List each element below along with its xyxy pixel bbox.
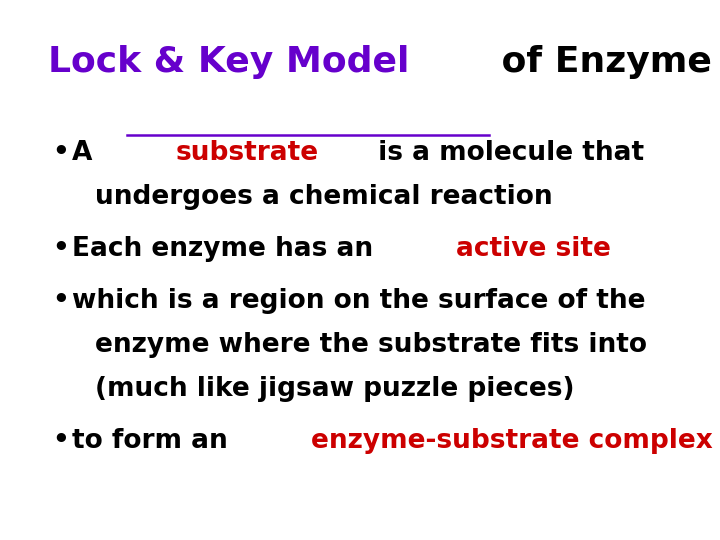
Text: enzyme-substrate complex: enzyme-substrate complex <box>310 428 712 454</box>
Text: •: • <box>52 288 68 314</box>
Text: active site: active site <box>456 236 611 262</box>
Text: substrate: substrate <box>175 140 318 166</box>
Text: undergoes a chemical reaction: undergoes a chemical reaction <box>95 184 553 210</box>
Text: of Enzyme Activity:: of Enzyme Activity: <box>489 45 720 79</box>
Text: Lock & Key Model: Lock & Key Model <box>48 45 410 79</box>
Text: •: • <box>52 428 68 454</box>
Text: •: • <box>52 140 68 166</box>
Text: A: A <box>72 140 102 166</box>
Text: enzyme where the substrate fits into: enzyme where the substrate fits into <box>95 332 647 358</box>
Text: is a molecule that: is a molecule that <box>369 140 644 166</box>
Text: •: • <box>52 236 68 262</box>
Text: Each enzyme has an: Each enzyme has an <box>72 236 382 262</box>
Text: to form an: to form an <box>72 428 237 454</box>
Text: which is a region on the surface of the: which is a region on the surface of the <box>72 288 646 314</box>
Text: (much like jigsaw puzzle pieces): (much like jigsaw puzzle pieces) <box>95 376 575 402</box>
